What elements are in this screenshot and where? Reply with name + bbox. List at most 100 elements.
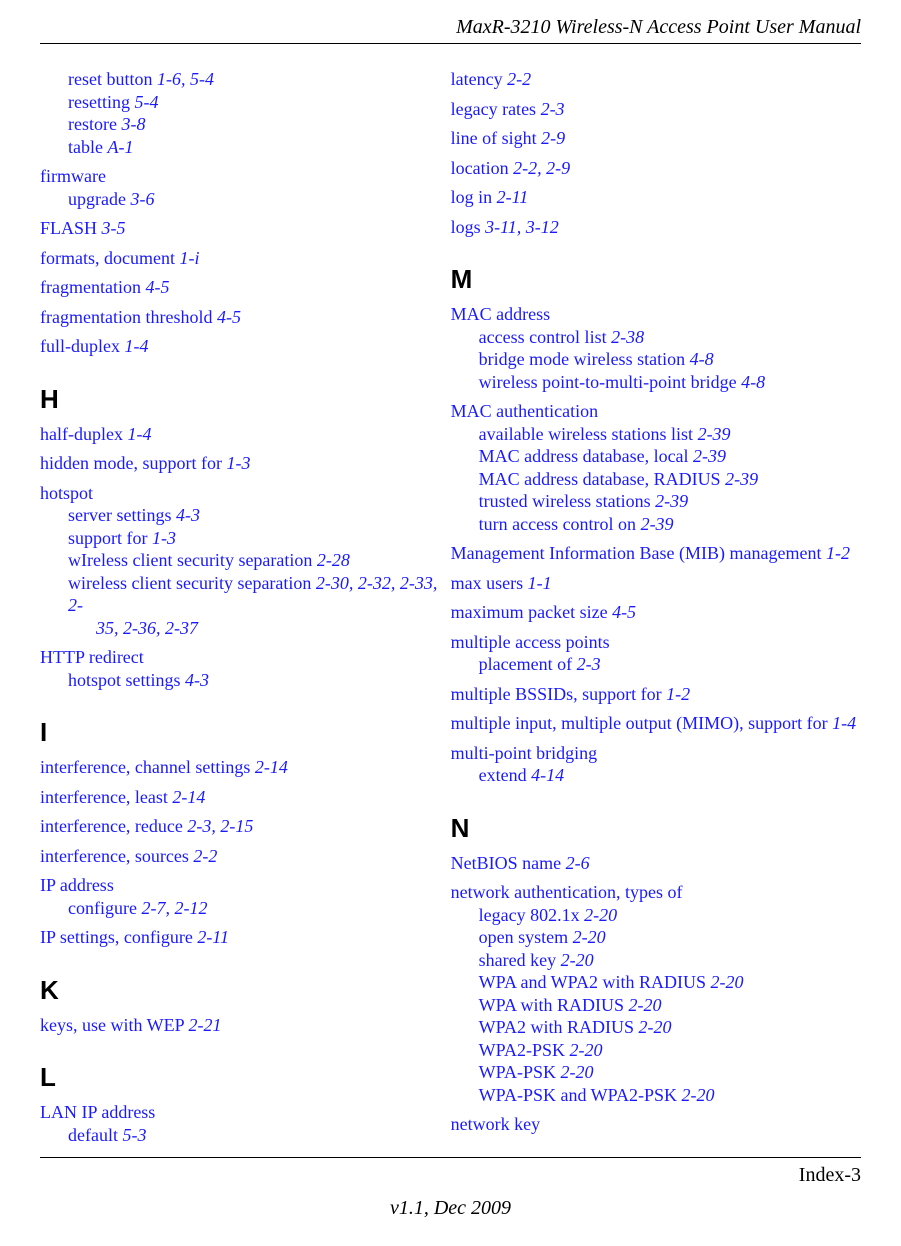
index-entry: multiple BSSIDs, support for 1-2 [451,683,861,706]
index-entry: half-duplex 1-4 [40,423,441,446]
footer-rule [40,1157,861,1158]
page-ref[interactable]: 4-14 [531,765,564,785]
index-text: interference, least [40,787,172,807]
page-ref[interactable]: 2-37 [165,618,198,638]
page-ref[interactable]: 2-3 [577,654,601,674]
page-ref[interactable]: 2-28 [317,550,350,570]
page-ref[interactable]: 1-2 [666,684,690,704]
page-ref[interactable]: 2-20 [628,995,661,1015]
index-text: upgrade [68,189,130,209]
index-text: wIreless client security separation [68,550,317,570]
index-text: , [349,573,358,593]
page-ref[interactable]: 2-20 [561,950,594,970]
page-ref[interactable]: 2-39 [725,469,758,489]
page-ref[interactable]: 2-39 [693,446,726,466]
page-ref[interactable]: 2-33 [400,573,433,593]
index-entry: hotspot server settings 4-3 support for … [40,482,441,640]
page-ref[interactable]: 3-8 [121,114,145,134]
page-footer: Index-3 v1.1, Dec 2009 [40,1157,861,1220]
page-ref[interactable]: 2-38 [611,327,644,347]
page-ref[interactable]: 5-4 [134,92,158,112]
page-ref[interactable]: 1-3 [152,528,176,548]
index-entry: formats, document 1-i [40,247,441,270]
page-ref[interactable]: 2-11 [497,187,529,207]
index-text: maximum packet size [451,602,612,622]
index-text: , [433,573,438,593]
index-text: line of sight [451,128,542,148]
page-ref[interactable]: 4-8 [741,372,765,392]
page-ref[interactable]: 2-2 [513,158,537,178]
index-entry: IP address configure 2-7, 2-12 [40,874,441,919]
page-ref[interactable]: 2-39 [698,424,731,444]
page-ref[interactable]: 2-6 [566,853,590,873]
page-ref[interactable]: 2- [68,595,83,615]
index-subentry: available wireless stations list 2-39 [479,423,861,446]
index-subentry: shared key 2-20 [479,949,861,972]
index-text: hotspot settings [68,670,185,690]
index-text: half-duplex [40,424,127,444]
page-ref[interactable]: 4-3 [185,670,209,690]
page-ref[interactable]: 2-7 [141,898,165,918]
page-ref[interactable]: 4-5 [612,602,636,622]
index-subentry: wIreless client security separation 2-28 [68,549,441,572]
page-ref[interactable]: 4-3 [176,505,200,525]
index-entry: keys, use with WEP 2-21 [40,1014,441,1037]
page-ref[interactable]: 1-4 [832,713,856,733]
page-ref[interactable]: 2-20 [710,972,743,992]
page-ref[interactable]: 3-5 [102,218,126,238]
page-ref[interactable]: 2-32 [358,573,391,593]
page-ref[interactable]: 2-39 [641,514,674,534]
page-ref[interactable]: 2-9 [541,128,565,148]
page-ref[interactable]: 2-15 [220,816,253,836]
index-subentry: MAC address database, local 2-39 [479,445,861,468]
page-ref[interactable]: 2-2 [507,69,531,89]
page-ref[interactable]: 5-3 [122,1125,146,1145]
page-ref[interactable]: 2-20 [638,1017,671,1037]
index-text: network authentication, types of [451,882,683,902]
page-ref[interactable]: 1-4 [127,424,151,444]
page-ref[interactable]: 2-2 [193,846,217,866]
page-ref[interactable]: 3-11 [485,217,517,237]
page-ref[interactable]: A-1 [107,137,133,157]
page-ref[interactable]: 2-39 [655,491,688,511]
page-ref[interactable]: 2-9 [546,158,570,178]
index-text: configure [68,898,141,918]
page-ref[interactable]: 2-20 [573,927,606,947]
index-text: available wireless stations list [479,424,698,444]
page-ref[interactable]: 2-20 [682,1085,715,1105]
index-entry: MAC address access control list 2-38 bri… [451,303,861,393]
page-ref[interactable]: 1-6 [157,69,181,89]
index-entry: legacy rates 2-3 [451,98,861,121]
page-ref[interactable]: 2-20 [560,1062,593,1082]
page-ref[interactable]: 2-3 [187,816,211,836]
page-ref[interactable]: 2-36 [123,618,156,638]
page-ref[interactable]: 2-20 [569,1040,602,1060]
page-ref[interactable]: 2-11 [197,927,229,947]
page-ref[interactable]: 2-20 [584,905,617,925]
page-ref[interactable]: 4-5 [217,307,241,327]
page-ref[interactable]: 2-14 [172,787,205,807]
index-text: shared key [479,950,561,970]
page-ref[interactable]: 5-4 [190,69,214,89]
page-ref[interactable]: 2-12 [174,898,207,918]
index-subentry: wireless point-to-multi-point bridge 4-8 [479,371,861,394]
page-ref[interactable]: 2-30 [316,573,349,593]
page-ref[interactable]: 3-12 [526,217,559,237]
page-ref[interactable]: 2-14 [255,757,288,777]
index-letter-m: M [451,264,861,295]
page-ref[interactable]: 2-21 [189,1015,222,1035]
page-ref[interactable]: 35 [96,618,114,638]
index-subentry: wireless client security separation 2-30… [68,572,441,617]
page-ref[interactable]: 2-3 [541,99,565,119]
page-ref[interactable]: 1-2 [826,543,850,563]
header-rule [40,43,861,44]
page-ref[interactable]: 1-1 [528,573,552,593]
running-header: MaxR-3210 Wireless-N Access Point User M… [40,16,861,39]
page-ref[interactable]: 4-8 [690,349,714,369]
page-ref[interactable]: 1-4 [124,336,148,356]
page-ref[interactable]: 1-i [179,248,199,268]
page-ref[interactable]: 3-6 [130,189,154,209]
page-ref[interactable]: 4-5 [145,277,169,297]
page-ref[interactable]: 1-3 [226,453,250,473]
index-entry: location 2-2, 2-9 [451,157,861,180]
